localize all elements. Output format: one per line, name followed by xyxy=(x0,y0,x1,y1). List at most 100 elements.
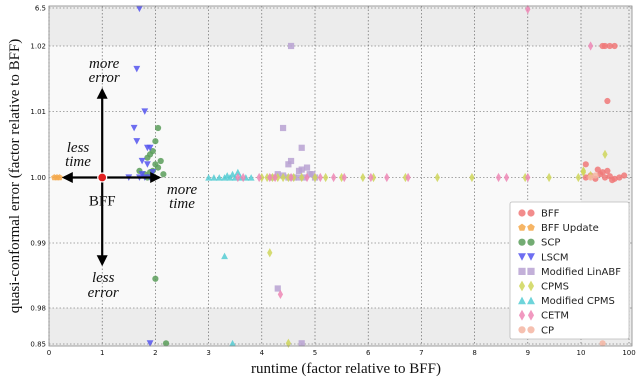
cpms-point xyxy=(275,172,281,183)
cpms-point xyxy=(546,172,552,183)
bff-point xyxy=(616,174,623,181)
cpms-point xyxy=(264,172,270,183)
modified-cpms-point xyxy=(210,174,218,181)
modified-linabf-point xyxy=(309,171,316,178)
bff-point xyxy=(606,42,613,50)
cpms-point xyxy=(360,172,366,183)
legend-marker-modified-linabf xyxy=(527,267,535,275)
modified-cpms-point xyxy=(221,252,228,260)
cpms-point xyxy=(291,172,297,183)
legend-label-cetm: CETM xyxy=(541,311,569,322)
modified-linabf-point xyxy=(298,340,305,347)
modified-linabf-point xyxy=(274,285,281,292)
modified-cpms-point xyxy=(205,174,213,181)
cpms-point xyxy=(575,172,581,183)
cetm-point xyxy=(272,172,278,183)
lscm-point xyxy=(136,5,143,13)
modified-linabf-point xyxy=(287,157,295,165)
cpms-point xyxy=(323,172,329,183)
x-tick-label: 5 xyxy=(313,349,317,357)
legend-marker-cpms xyxy=(527,280,535,292)
lscm-point xyxy=(133,65,141,73)
cpms-point xyxy=(522,172,528,183)
modified-cpms-point xyxy=(223,172,231,179)
legend-marker-cp xyxy=(518,326,526,334)
cpms-point xyxy=(285,172,292,183)
legend-marker-cetm xyxy=(518,309,526,321)
legend-marker-cp xyxy=(527,326,535,334)
cpms-point xyxy=(267,248,273,258)
scp-point xyxy=(162,340,170,347)
y-tick-label: 1.01 xyxy=(30,108,46,116)
cetm-point xyxy=(304,172,310,183)
modified-cpms-point xyxy=(229,170,236,178)
lscm-point xyxy=(141,108,149,115)
cetm-point xyxy=(587,41,594,51)
y-axis-title: quasi-conformal error (factor relative t… xyxy=(7,39,23,313)
modified-linabf-point xyxy=(298,144,305,151)
cetm-point xyxy=(525,4,531,15)
cpms-point xyxy=(434,172,440,183)
legend-label-lscm: LSCM xyxy=(541,252,569,263)
axes xyxy=(48,5,633,347)
cetm-point xyxy=(368,172,374,183)
x-tick-label: 9 xyxy=(526,349,530,357)
bff-point xyxy=(604,97,611,105)
more-error-label: error xyxy=(89,70,120,86)
cpms-point xyxy=(580,167,587,177)
less-time-label: less xyxy=(67,140,90,156)
x-tick-label: 10 xyxy=(577,349,586,357)
legend-box xyxy=(509,201,630,340)
cetm-point xyxy=(240,172,246,183)
bff-point xyxy=(582,161,589,168)
cpms-point xyxy=(259,172,265,183)
y-tick-label: 1.02 xyxy=(30,43,46,51)
scp-point xyxy=(154,164,162,171)
legend-marker-bff xyxy=(518,209,526,217)
legend-label-modified-linabf: Modified LinABF xyxy=(541,267,621,278)
x-axis-title: runtime (factor relative to BFF) xyxy=(251,361,441,377)
cpms-point xyxy=(602,149,608,160)
modified-linabf-point xyxy=(301,174,308,181)
bff-update-point xyxy=(56,174,63,181)
cetm-point xyxy=(235,172,241,183)
legend: BFF BFF Update SCP LSCM Modified LinABF CPMS M… xyxy=(509,201,630,340)
cp-point xyxy=(592,172,599,179)
lscm-point xyxy=(138,171,146,178)
cetm-point xyxy=(525,172,531,183)
less-error-label: less xyxy=(92,270,115,286)
legend-label-bff: BFF xyxy=(541,209,560,220)
bff-point xyxy=(609,177,616,184)
lscm-point xyxy=(146,144,154,152)
legend-label-scp: SCP xyxy=(541,238,560,249)
cetm-point xyxy=(267,172,273,183)
cp-point xyxy=(599,340,606,347)
x-tick-label: 4 xyxy=(260,349,265,357)
bff-point xyxy=(621,172,628,179)
cpms-point xyxy=(269,172,276,183)
cetm-point xyxy=(405,172,411,183)
x-tick-label: 0 xyxy=(47,349,51,357)
legend-marker-modified-linabf xyxy=(518,267,526,275)
legend-marker-lscm xyxy=(527,253,535,261)
legend-marker-bff-update xyxy=(527,223,535,231)
cetm-point xyxy=(495,172,502,183)
x-tick-label: 100 xyxy=(622,349,635,357)
bff-point xyxy=(601,174,609,181)
bff-point xyxy=(611,42,618,50)
modified-cpms-point xyxy=(215,174,223,181)
legend-marker-modified-cpms xyxy=(518,296,526,305)
lscm-point xyxy=(133,138,141,145)
modified-cpms-point xyxy=(229,339,236,347)
cetm-point xyxy=(288,172,294,183)
more-time-label: time xyxy=(169,196,195,212)
cetm-point xyxy=(330,172,337,183)
bff-point xyxy=(599,42,606,50)
legend-label-cpms: CPMS xyxy=(541,282,569,293)
legend-marker-scp xyxy=(518,238,526,246)
cpms-point xyxy=(402,172,409,183)
cetm-point xyxy=(503,172,510,183)
tick-labels: 0 1 2 3 4 5 6 7 8 9 10 100 6.5 1.02 1.01 1.00 0.99 0.98 0.… xyxy=(30,5,635,358)
cpms-point xyxy=(469,172,475,183)
